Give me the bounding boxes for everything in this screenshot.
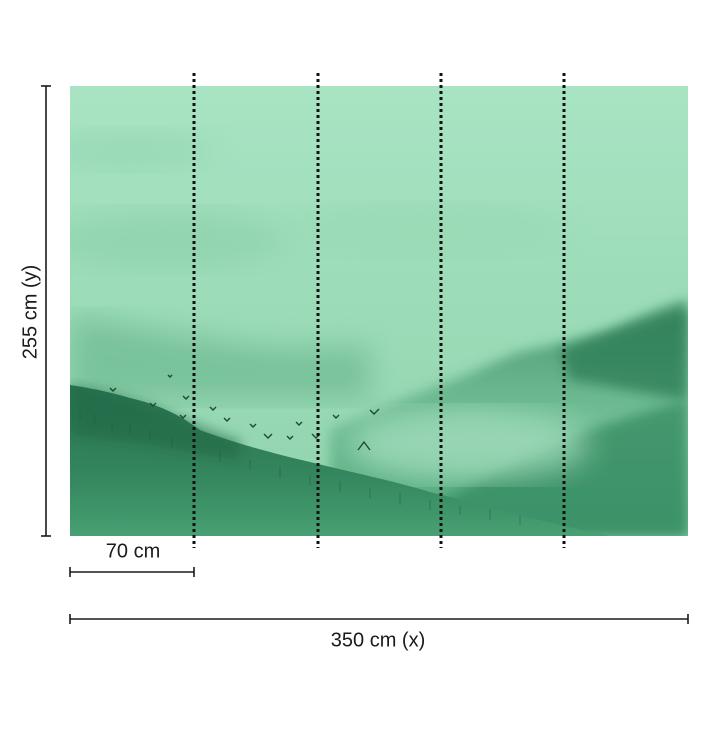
total-width-label: 350 cm (x) <box>330 629 426 652</box>
panel-width-dimension-line <box>69 567 195 577</box>
cloud-wash <box>70 130 220 170</box>
valley-mist <box>350 410 590 480</box>
left-forest-slope <box>70 385 610 536</box>
total-width-dimension-line <box>69 614 689 624</box>
panel-width-label: 70 cm <box>105 540 161 563</box>
height-dimension-line <box>41 85 51 537</box>
mist-band <box>70 315 370 400</box>
paper-tone <box>70 86 688 536</box>
forest-shadow <box>70 385 240 460</box>
forest-texture <box>79 410 521 525</box>
cloud-wash <box>70 210 290 270</box>
right-mountain-shadow <box>560 310 688 400</box>
cloud-wash <box>290 205 570 255</box>
panel-seams <box>192 73 566 548</box>
wallpaper-artwork <box>70 86 688 536</box>
height-label: 255 cm (y) <box>19 264 42 360</box>
flock-of-birds <box>109 374 380 451</box>
right-lower-hill <box>440 400 688 536</box>
